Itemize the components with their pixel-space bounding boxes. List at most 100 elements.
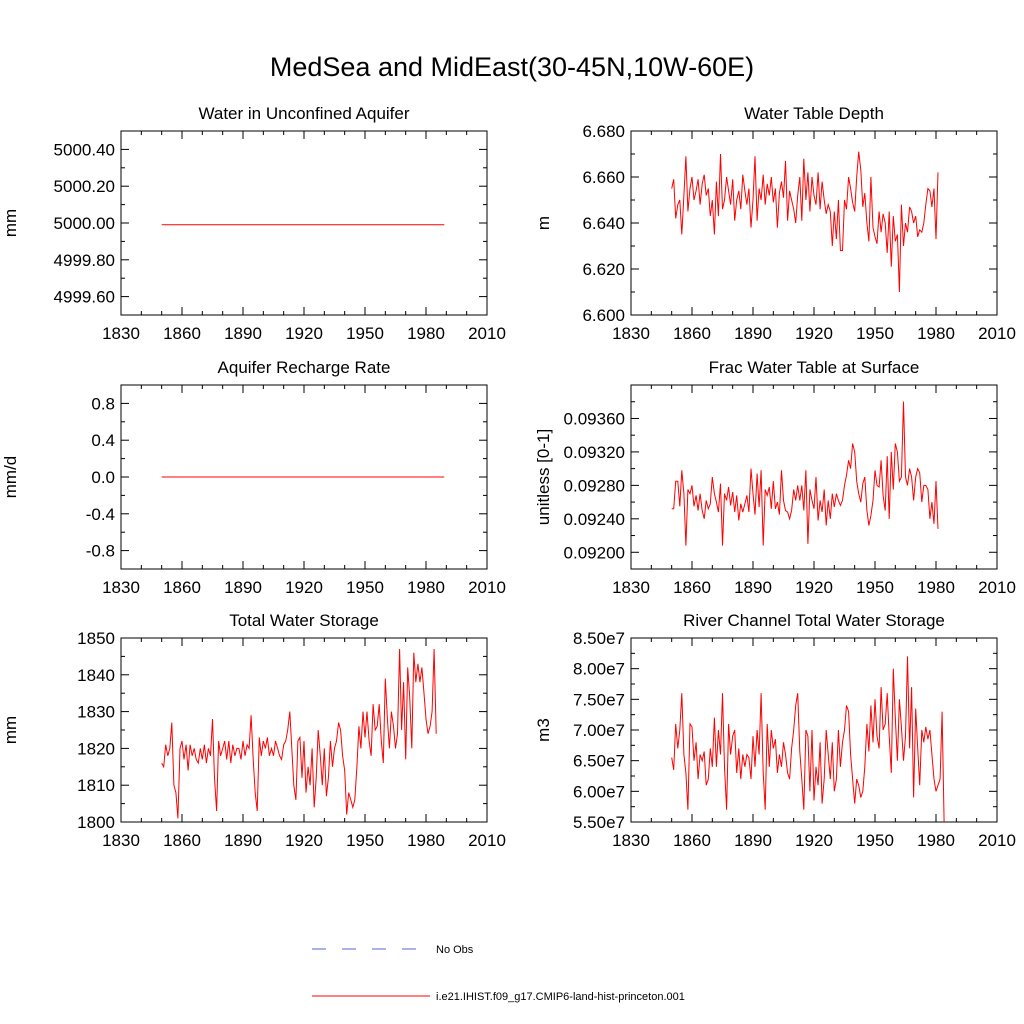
- x-tick-label: 1860: [673, 831, 711, 850]
- series-line: [671, 401, 939, 546]
- y-tick-label: 6.620: [582, 260, 625, 279]
- x-tick-label: 1980: [917, 831, 955, 850]
- x-tick-label: 1860: [163, 324, 201, 343]
- chart-panel-5: Total Water Storage mm 1830 1860 1890 1920 195…: [1, 611, 506, 850]
- y-tick-label: 6.50e7: [573, 752, 625, 771]
- y-tick-label: 1840: [77, 666, 115, 685]
- y-axis-label: mm: [1, 209, 20, 237]
- y-tick-label: 0.09320: [564, 443, 625, 462]
- y-axis-label: m3: [534, 718, 553, 742]
- x-tick-label: 1980: [917, 324, 955, 343]
- y-tick-label: 1820: [77, 739, 115, 758]
- y-tick-label: 1830: [77, 703, 115, 722]
- chart-title: Aquifer Recharge Rate: [218, 358, 391, 377]
- series-line: [671, 151, 939, 293]
- chart-title: River Channel Total Water Storage: [683, 611, 945, 630]
- x-tick-label: 1890: [224, 578, 262, 597]
- y-tick-label: 7.50e7: [573, 690, 625, 709]
- y-axis-label: mm: [1, 716, 20, 744]
- plot-frame: [120, 130, 488, 316]
- y-tick-label: 7.00e7: [573, 721, 625, 740]
- x-tick-label: 1950: [856, 831, 894, 850]
- x-tick-label: 2010: [978, 324, 1016, 343]
- y-tick-label: 6.00e7: [573, 782, 625, 801]
- chart-panel-2: Water Table Depth m 1830 1860 1890 1920 1950 19…: [534, 104, 1016, 343]
- y-tick-label: 6.640: [582, 214, 625, 233]
- x-tick-label: 1890: [734, 324, 772, 343]
- x-tick-label: 1860: [673, 324, 711, 343]
- x-tick-label: 2010: [468, 324, 506, 343]
- y-tick-label: 1850: [77, 629, 115, 648]
- chart-panel-4: Frac Water Table at Surface unitless [0-1…: [534, 358, 1016, 597]
- x-tick-label: 1920: [285, 831, 323, 850]
- y-tick-label: 5000.00: [54, 214, 115, 233]
- x-tick-label: 1860: [163, 831, 201, 850]
- x-tick-label: 1830: [612, 578, 650, 597]
- y-axis-label: mm/d: [1, 456, 20, 499]
- chart-panel-6: River Channel Total Water Storage m3 1830 1…: [534, 611, 1016, 850]
- legend-label-2: i.e21.IHIST.f09_g17.CMIP6-land-hist-prin…: [436, 991, 685, 1003]
- x-tick-label: 1920: [285, 324, 323, 343]
- x-tick-label: 1980: [407, 578, 445, 597]
- y-tick-label: 5000.20: [54, 177, 115, 196]
- y-tick-label: 6.600: [582, 306, 625, 325]
- x-tick-label: 1830: [612, 324, 650, 343]
- x-tick-label: 1890: [734, 578, 772, 597]
- x-tick-label: 1830: [102, 831, 140, 850]
- x-tick-label: 2010: [978, 578, 1016, 597]
- legend: No Obs i.e21.IHIST.f09_g17.CMIP6-land-his…: [312, 944, 685, 1003]
- chart-title: Frac Water Table at Surface: [709, 358, 920, 377]
- y-tick-label: -0.8: [86, 542, 115, 561]
- legend-label-1: No Obs: [436, 944, 474, 956]
- x-tick-label: 1890: [734, 831, 772, 850]
- x-tick-label: 1950: [856, 578, 894, 597]
- x-tick-label: 1920: [795, 324, 833, 343]
- x-tick-label: 1920: [285, 578, 323, 597]
- x-tick-label: 1950: [346, 324, 384, 343]
- x-tick-label: 2010: [978, 831, 1016, 850]
- x-tick-label: 1980: [917, 578, 955, 597]
- x-tick-label: 1860: [673, 578, 711, 597]
- chart-panel-1: Water in Unconfined Aquifer mm 1830 1860 189…: [1, 104, 506, 343]
- x-tick-label: 2010: [468, 578, 506, 597]
- y-tick-label: 8.00e7: [573, 660, 625, 679]
- series-line: [671, 656, 945, 823]
- y-tick-label: 0.09280: [564, 476, 625, 495]
- chart-title: Total Water Storage: [229, 611, 379, 630]
- y-tick-label: 1800: [77, 813, 115, 832]
- series-line: [161, 648, 437, 819]
- page-title: MedSea and MidEast(30-45N,10W-60E): [269, 52, 755, 82]
- y-tick-label: 6.680: [582, 122, 625, 141]
- x-tick-label: 1980: [407, 831, 445, 850]
- y-tick-label: 0.0: [91, 468, 115, 487]
- y-tick-label: 5.50e7: [573, 813, 625, 832]
- x-tick-label: 1830: [102, 324, 140, 343]
- y-tick-label: 4999.80: [54, 251, 115, 270]
- x-tick-label: 1890: [224, 831, 262, 850]
- x-tick-label: 1830: [102, 578, 140, 597]
- y-tick-label: 5000.40: [54, 140, 115, 159]
- x-tick-label: 1860: [163, 578, 201, 597]
- y-tick-label: 6.660: [582, 168, 625, 187]
- y-tick-label: 0.09360: [564, 409, 625, 428]
- y-tick-label: 1810: [77, 776, 115, 795]
- chart-title: Water in Unconfined Aquifer: [198, 104, 409, 123]
- y-axis-label: m: [534, 216, 553, 230]
- y-tick-label: -0.4: [86, 505, 115, 524]
- y-tick-label: 0.09200: [564, 543, 625, 562]
- x-tick-label: 1830: [612, 831, 650, 850]
- x-tick-label: 1920: [795, 831, 833, 850]
- x-tick-label: 1950: [346, 578, 384, 597]
- y-tick-label: 0.8: [91, 394, 115, 413]
- y-axis-label: unitless [0-1]: [534, 429, 553, 525]
- x-tick-label: 1950: [856, 324, 894, 343]
- chart-panel-3: Aquifer Recharge Rate mm/d 1830 1860 1890 192…: [1, 358, 506, 597]
- chart-title: Water Table Depth: [744, 104, 884, 123]
- y-tick-label: 0.09240: [564, 510, 625, 529]
- x-tick-label: 1890: [224, 324, 262, 343]
- y-tick-label: 4999.60: [54, 288, 115, 307]
- x-tick-label: 1980: [407, 324, 445, 343]
- y-tick-label: 0.4: [91, 431, 115, 450]
- x-tick-label: 1950: [346, 831, 384, 850]
